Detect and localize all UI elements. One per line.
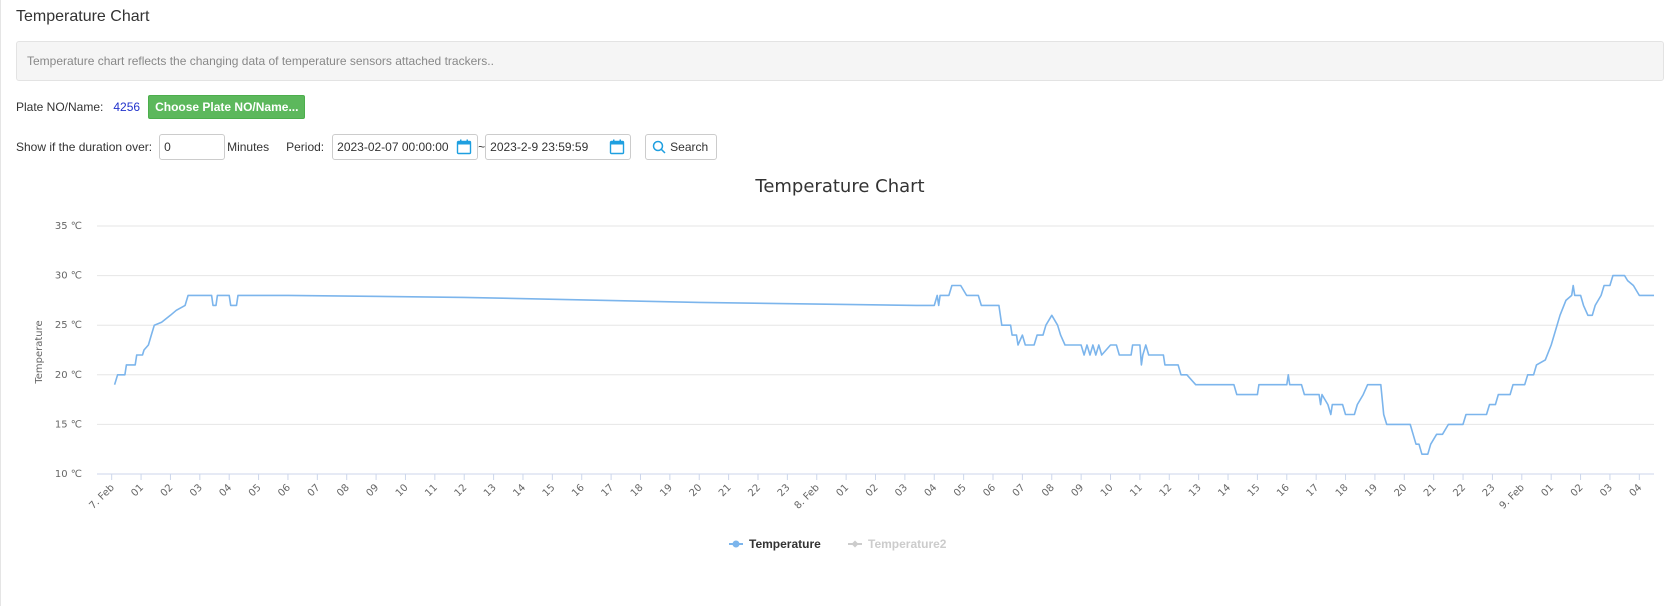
chart-title: Temperature Chart [754,176,924,197]
x-tick-label: 05 [247,482,264,499]
x-tick-label: 14 [511,482,528,499]
y-tick-label: 10 ℃ [55,469,82,480]
x-tick-label: 09 [1069,482,1086,499]
y-tick-label: 25 ℃ [55,320,82,331]
legend-symbol-marker [732,540,740,548]
start-date-input[interactable] [332,134,479,160]
x-axis: 7. Feb 01 02 03 04 05 06 07 08 09 10 11 12 13 14 15 16 17… [88,473,1654,512]
start-date-field[interactable] [332,134,479,160]
x-tick-label: 11 [423,482,440,499]
x-tick-label: 23 [1481,482,1498,499]
legend-symbol-marker [851,540,859,548]
x-tick-label: 20 [1393,482,1410,499]
x-tick-label: 22 [1451,482,1468,499]
date-separator: ~ [478,140,486,154]
plate-value: 4256 [113,100,141,114]
x-tick-label: 8. Feb [793,482,822,511]
x-tick-label: 12 [1158,482,1175,499]
y-tick-label: 35 ℃ [55,221,82,232]
x-tick-label: 17 [1304,482,1321,499]
x-tick-label: 04 [923,482,940,499]
x-tick-label: 02 [1569,482,1586,499]
x-tick-label: 04 [1628,482,1645,499]
legend-item-temperature[interactable]: Temperature [729,537,821,551]
legend-label-temperature2: Temperature2 [868,537,947,551]
x-tick-label: 19 [1363,482,1380,499]
x-tick-label: 05 [952,482,969,499]
x-tick-label: 21 [717,482,734,499]
series-line-temperature [113,274,1654,455]
x-tick-label: 01 [834,482,851,499]
x-tick-label: 20 [688,482,705,499]
search-button[interactable]: Search [645,134,718,160]
y-tick-label: 30 ℃ [55,271,82,282]
calendar-icon[interactable] [456,139,472,155]
search-button-label: Search [670,140,709,154]
x-tick-label: 16 [570,482,587,499]
plate-label: Plate NO/Name: [16,100,104,114]
y-axis-title: Temperature [34,320,45,384]
info-text: Temperature chart reflects the changing … [27,54,494,68]
legend-label-temperature: Temperature [749,537,821,551]
duration-input[interactable] [159,134,226,160]
x-tick-label: 06 [981,482,998,499]
x-tick-label: 03 [1598,482,1615,499]
x-tick-label: 16 [1275,482,1292,499]
x-tick-label: 09 [364,482,381,499]
end-date-input[interactable] [485,134,632,160]
x-tick-label: 07 [306,482,323,499]
chart-series [113,274,1654,455]
x-tick-label: 13 [1187,482,1204,499]
x-tick-label: 14 [1216,482,1233,499]
x-tick-label: 13 [482,482,499,499]
y-axis-labels: 10 ℃ 15 ℃ 20 ℃ 25 ℃ 30 ℃ 35 ℃ [55,221,82,480]
period-label: Period: [286,140,325,154]
temperature-chart: Temperature Chart 10 ℃ 15 ℃ 20 ℃ 25 ℃ 30 ℃ 35… [0,170,1679,570]
y-tick-label: 15 ℃ [55,419,82,430]
plate-row: Plate NO/Name: 4256 Choose Plate NO/Name… [16,95,306,119]
chart-grid [97,225,1654,425]
x-tick-label: 08 [1040,482,1057,499]
x-tick-label: 07 [1011,482,1028,499]
duration-label: Show if the duration over: [16,140,153,154]
filter-row: Show if the duration over: Minutes Perio… [16,134,718,160]
x-tick-label: 06 [276,482,293,499]
search-icon [652,140,666,154]
x-tick-label: 04 [218,482,235,499]
legend-item-temperature2[interactable]: Temperature2 [848,537,947,551]
page-left-border [0,0,1,606]
x-tick-label: 23 [776,482,793,499]
x-tick-label: 02 [864,482,881,499]
x-tick-label: 10 [394,482,411,499]
x-tick-label: 17 [599,482,616,499]
x-tick-label: 19 [658,482,675,499]
x-tick-label: 22 [746,482,763,499]
x-tick-label: 10 [1099,482,1116,499]
end-date-field[interactable] [485,134,632,160]
x-tick-label: 18 [629,482,646,499]
minutes-label: Minutes [227,140,270,154]
x-tick-label: 08 [335,482,352,499]
legend: Temperature Temperature2 [729,537,947,551]
x-tick-label: 21 [1422,482,1439,499]
x-tick-label: 15 [541,482,558,499]
chart-svg: Temperature Chart 10 ℃ 15 ℃ 20 ℃ 25 ℃ 30 ℃ 35… [34,176,1654,551]
x-tick-label: 01 [1540,482,1557,499]
calendar-icon[interactable] [609,139,625,155]
x-tick-label: 11 [1128,482,1145,499]
x-tick-label: 03 [188,482,205,499]
choose-plate-button[interactable]: Choose Plate NO/Name... [148,95,306,119]
x-tick-label: 12 [453,482,470,499]
x-tick-label: 7. Feb [88,482,117,511]
y-tick-label: 20 ℃ [55,370,82,381]
x-tick-label: 9. Feb [1498,482,1527,511]
page-title: Temperature Chart [16,8,150,25]
x-tick-label: 15 [1246,482,1263,499]
x-tick-label: 01 [129,482,146,499]
info-box: Temperature chart reflects the changing … [16,41,1664,81]
x-tick-label: 02 [159,482,176,499]
x-tick-label: 18 [1334,482,1351,499]
x-tick-label: 03 [893,482,910,499]
